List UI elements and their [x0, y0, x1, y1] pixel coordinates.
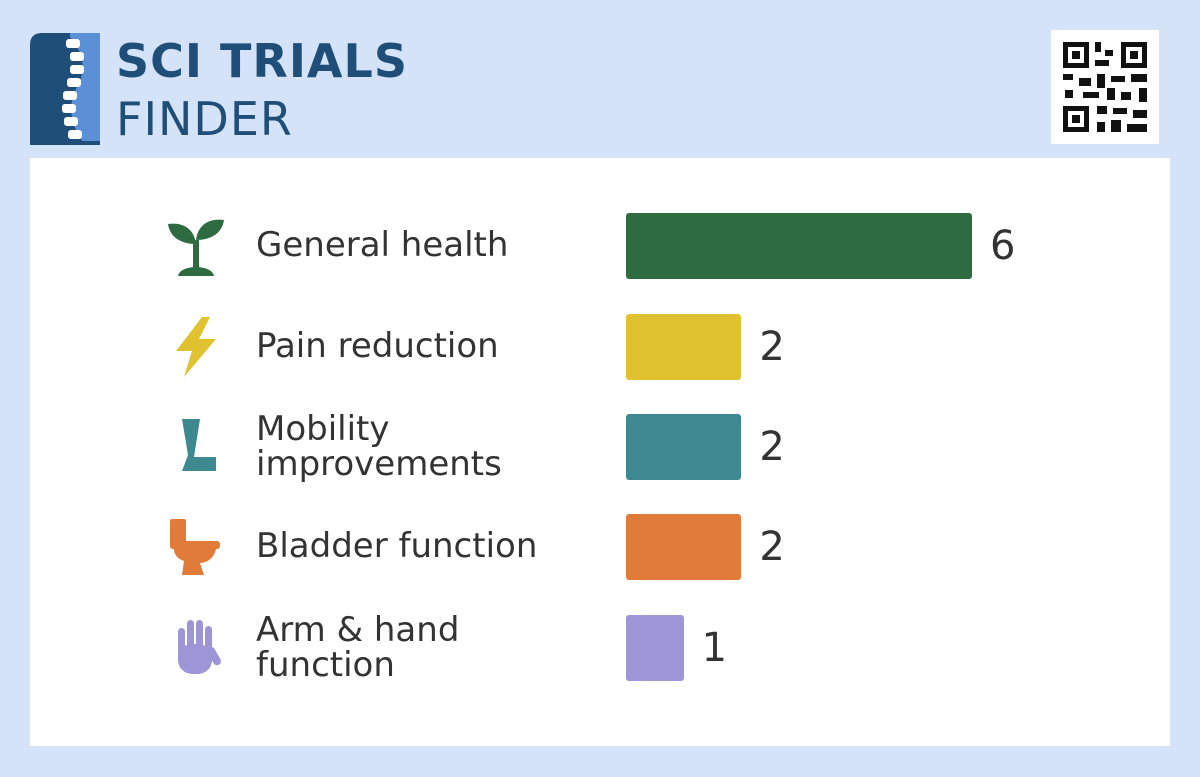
- value-label: 2: [759, 524, 785, 570]
- category-label: Bladder function: [256, 526, 538, 567]
- category-label: Pain reduction: [256, 326, 499, 367]
- bar: [626, 514, 742, 580]
- category-icon: [168, 219, 224, 276]
- category-label: Mobility improvements: [256, 408, 502, 484]
- category-label: Arm & hand function: [256, 609, 460, 685]
- chart-panel: [30, 158, 1170, 746]
- value-label: 2: [759, 324, 785, 370]
- bar: [626, 213, 972, 279]
- qr-code: [1051, 30, 1159, 144]
- bar: [626, 314, 742, 380]
- bar: [626, 615, 684, 681]
- subtitle: FINDER: [116, 92, 293, 146]
- title: SCI TRIALS: [116, 34, 408, 88]
- value-label: 1: [701, 625, 728, 671]
- bar: [626, 414, 742, 480]
- category-icon: [178, 620, 221, 674]
- category-icon: [170, 519, 220, 575]
- value-label: 6: [990, 223, 1016, 269]
- value-label: 2: [759, 424, 785, 470]
- category-icon: [182, 419, 216, 471]
- logo: [30, 33, 100, 145]
- category-label: General health: [256, 225, 509, 266]
- category-icon: [176, 317, 216, 377]
